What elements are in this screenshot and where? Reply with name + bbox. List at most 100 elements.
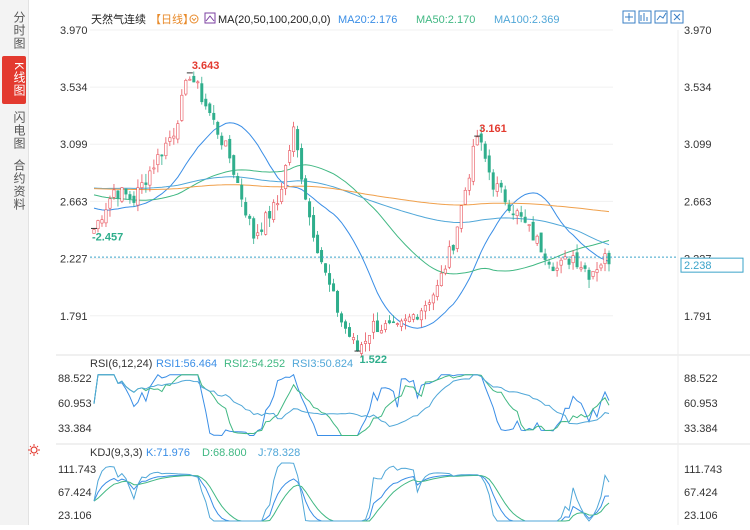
candle-body xyxy=(491,172,495,190)
candle-body xyxy=(363,340,367,344)
candle-body xyxy=(495,183,499,192)
rsi1-value: RSI1:56.464 xyxy=(156,358,217,370)
candle-body xyxy=(196,81,200,84)
tab-lightning[interactable]: 闪电图 xyxy=(12,110,26,150)
left-tick-label: 2.227 xyxy=(60,254,88,266)
candle-body xyxy=(507,204,511,211)
candle-body xyxy=(411,314,415,320)
candle-body xyxy=(475,136,479,146)
candle-body xyxy=(320,250,324,263)
period-dropdown-icon[interactable] xyxy=(189,14,199,24)
candle-body xyxy=(527,224,531,226)
left-tick-label: 33.384 xyxy=(58,423,92,435)
right-tick-label: 3.534 xyxy=(684,82,712,94)
candle-body xyxy=(351,337,355,341)
right-tick-label: 3.970 xyxy=(684,25,712,37)
rsi2-value: RSI2:54.252 xyxy=(224,358,285,370)
candle-body xyxy=(252,218,256,239)
candle-body xyxy=(451,244,455,251)
candle-body xyxy=(403,318,407,322)
rsi3-value: RSI3:50.824 xyxy=(292,358,353,370)
candle-body xyxy=(336,290,340,313)
kdj-lines xyxy=(93,462,610,522)
candle-body xyxy=(515,210,519,216)
candle-body xyxy=(160,154,164,157)
candle-body xyxy=(280,188,284,202)
left-tick-label: 2.663 xyxy=(60,196,88,208)
ma100-value: MA100:2.369 xyxy=(494,14,559,26)
candle-body xyxy=(256,232,260,236)
left-tick-label: 3.534 xyxy=(60,82,88,94)
chart-settings-icon[interactable] xyxy=(654,10,668,24)
last-price-marker: 2.238 xyxy=(90,256,744,273)
chart-svg: 天然气连续 【日线】 MA(20,50,100,200,0,0) MA20:2.… xyxy=(28,10,750,525)
ma20-line xyxy=(93,122,610,329)
candle-body xyxy=(419,310,423,321)
candle-body xyxy=(551,266,555,272)
candle-body xyxy=(344,321,348,329)
ma-settings-icon[interactable] xyxy=(204,12,216,24)
candle-body xyxy=(228,138,232,159)
left-tick-label: 3.970 xyxy=(60,25,88,37)
right-tick-label: 23.106 xyxy=(684,510,718,522)
candle-body xyxy=(575,252,579,268)
tab-contract-info[interactable]: 合约资料 xyxy=(12,159,26,211)
candle-body xyxy=(148,170,152,186)
right-tick-label: 88.522 xyxy=(684,373,718,385)
candle-body xyxy=(168,137,172,142)
tab-timeshare[interactable]: 分时图 xyxy=(12,10,26,50)
ma100-line xyxy=(93,176,610,246)
add-indicator-icon[interactable] xyxy=(638,10,652,24)
candle-body xyxy=(555,267,559,271)
candle-body xyxy=(519,212,523,217)
right-tick-label: 111.743 xyxy=(684,464,722,476)
candle-body xyxy=(415,316,419,320)
candle-body xyxy=(375,320,379,333)
close-icon[interactable] xyxy=(670,10,684,24)
candle-body xyxy=(595,269,599,273)
candle-body xyxy=(367,335,371,344)
tab-kline[interactable]: K线图 xyxy=(2,56,26,104)
candle-body xyxy=(443,268,447,274)
candle-body xyxy=(543,253,547,260)
candle-body xyxy=(479,133,483,143)
last-price-box xyxy=(680,257,744,273)
candle-body xyxy=(471,145,475,182)
candle-body xyxy=(559,259,563,266)
extreme-label: -2.457 xyxy=(92,231,123,243)
d-line xyxy=(93,474,610,522)
candle-body xyxy=(359,344,363,354)
chart-area: 天然气连续 【日线】 MA(20,50,100,200,0,0) MA20:2.… xyxy=(28,0,750,525)
candle-body xyxy=(144,182,148,185)
ma-label: MA(20,50,100,200,0,0) xyxy=(218,14,331,26)
candle-body xyxy=(383,323,387,330)
ma50-line xyxy=(93,164,610,275)
right-tick-label: 1.791 xyxy=(684,311,712,323)
kdj-d-value: D:68.800 xyxy=(202,447,247,459)
kdj-k-value: K:71.976 xyxy=(146,447,190,459)
candle-body xyxy=(208,103,212,114)
extreme-label: 1.522 xyxy=(359,354,387,366)
candle-body xyxy=(120,187,124,202)
fullscreen-icon[interactable] xyxy=(622,10,636,24)
candle-body xyxy=(104,209,108,224)
left-tick-label: 23.106 xyxy=(58,510,92,522)
candle-body xyxy=(300,147,304,180)
candle-body xyxy=(487,155,491,173)
candle-body xyxy=(224,140,228,147)
right-tick-label: 33.384 xyxy=(684,423,718,435)
extreme-label: 3.643 xyxy=(192,60,220,72)
candle-body xyxy=(172,135,176,139)
instrument-name: 天然气连续 xyxy=(91,12,146,26)
candle-body xyxy=(140,182,144,188)
candle-body xyxy=(180,94,184,121)
right-tick-label: 2.663 xyxy=(684,196,712,208)
candle-body xyxy=(188,78,192,81)
candle-body xyxy=(455,226,459,249)
candle-body xyxy=(152,167,156,170)
candle-body xyxy=(503,189,507,203)
candle-body xyxy=(391,321,395,324)
kdj-settings-icon[interactable] xyxy=(28,444,40,456)
ma200-line xyxy=(93,184,610,213)
rsi-title: RSI(6,12,24) xyxy=(90,358,152,370)
